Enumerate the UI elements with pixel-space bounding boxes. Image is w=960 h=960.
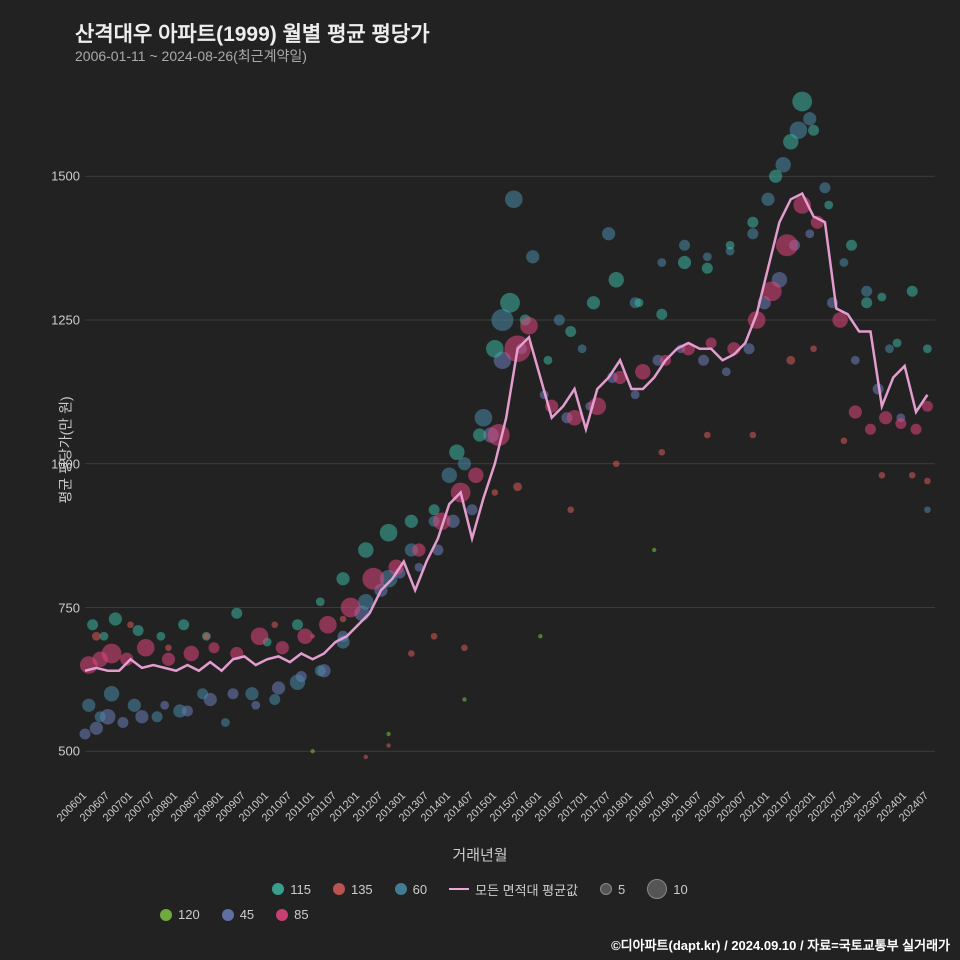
chart-subtitle: 2006-01-11 ~ 2024-08-26(최근계약일) bbox=[75, 46, 307, 66]
footer-credit: ©디아파트(dapt.kr) / 2024.09.10 / 자료=국토교통부 실… bbox=[611, 935, 950, 954]
y-tick-label: 750 bbox=[10, 600, 80, 615]
chart-container: 산격대우 아파트(1999) 월별 평균 평당가 2006-01-11 ~ 20… bbox=[0, 0, 960, 960]
chart-svg bbox=[85, 90, 935, 780]
y-tick-label: 1500 bbox=[10, 169, 80, 184]
legend: 115 135 60 모든 면적대 평균값 5 10 120 45 85 bbox=[120, 879, 840, 922]
y-tick-label: 1250 bbox=[10, 313, 80, 328]
legend-item: 60 bbox=[395, 882, 427, 897]
legend-item: 모든 면적대 평균값 bbox=[449, 880, 578, 899]
legend-item: 45 bbox=[222, 907, 254, 922]
legend-item: 85 bbox=[276, 907, 308, 922]
x-axis-label: 거래년월 bbox=[452, 844, 507, 865]
plot-area bbox=[85, 90, 935, 780]
y-tick-label: 1000 bbox=[10, 456, 80, 471]
legend-item: 120 bbox=[160, 907, 200, 922]
legend-item: 115 bbox=[272, 882, 311, 897]
y-tick-label: 500 bbox=[10, 744, 80, 759]
chart-title: 산격대우 아파트(1999) 월별 평균 평당가 bbox=[75, 18, 430, 48]
legend-size-item: 10 bbox=[647, 879, 687, 899]
legend-item: 135 bbox=[333, 882, 373, 897]
y-axis-label: 평균 평당가(만 원) bbox=[56, 396, 76, 503]
legend-size-item: 5 bbox=[600, 882, 625, 897]
